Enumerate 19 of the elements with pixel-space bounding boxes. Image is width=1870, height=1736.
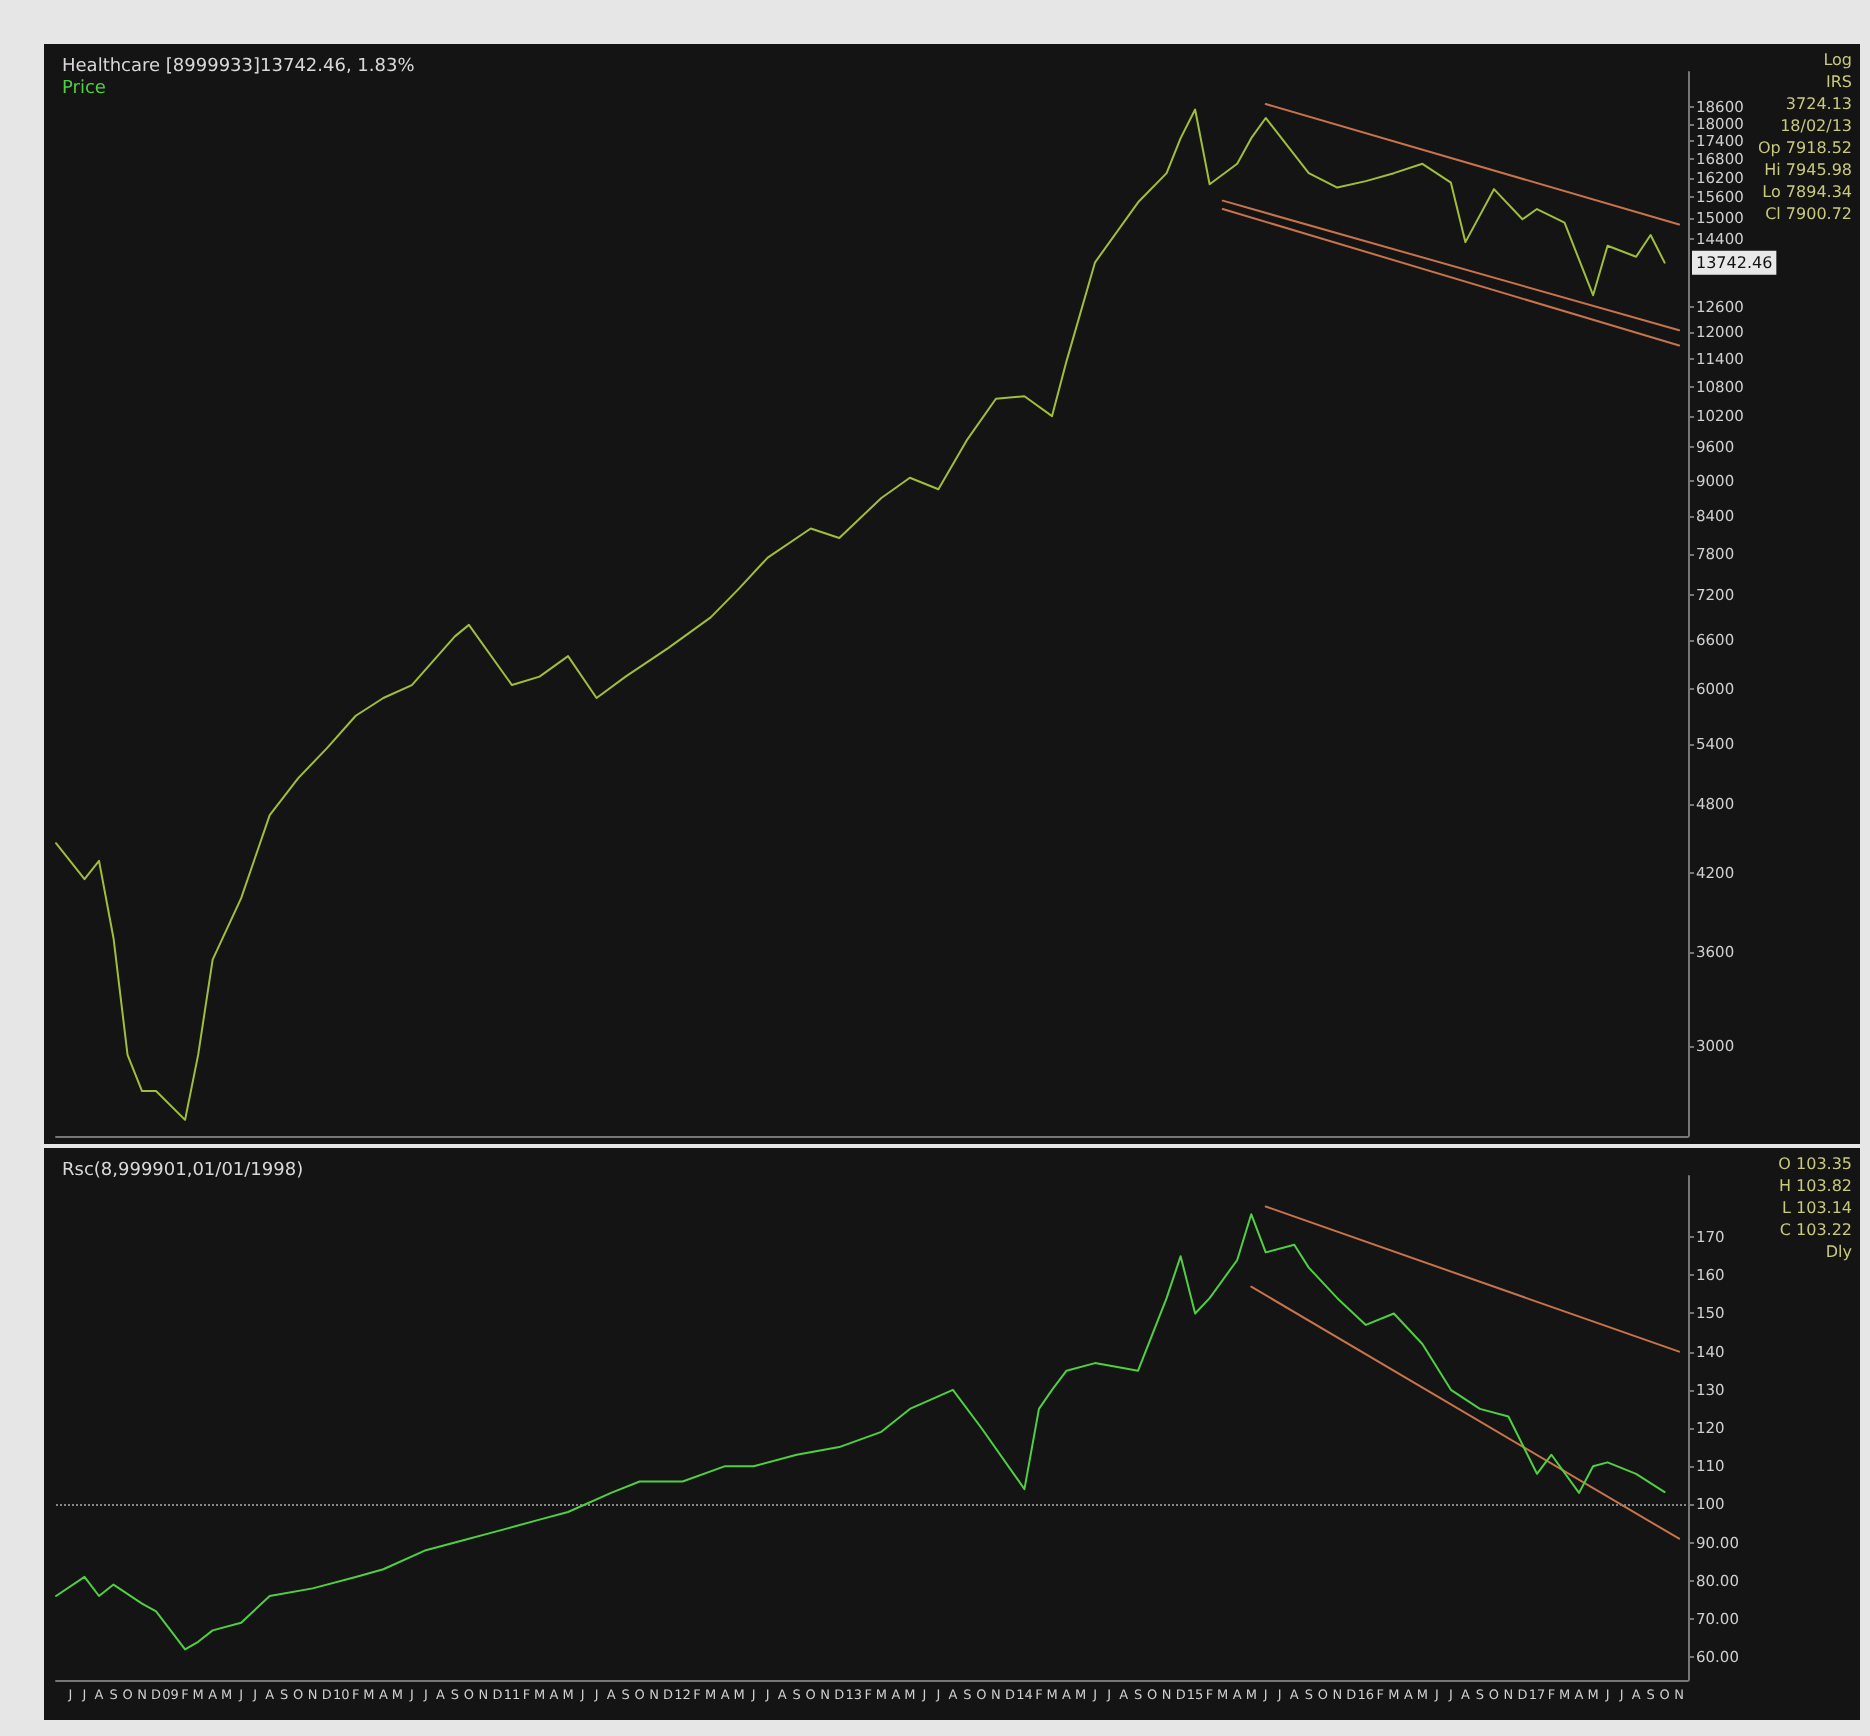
text: Hi 7945.98: [1764, 161, 1853, 179]
line-series: [55, 108, 1666, 1121]
text: Log: [1823, 51, 1853, 69]
text: 3724.13: [1785, 95, 1853, 113]
text: Lo 7894.34: [1762, 183, 1853, 201]
line-series: [55, 1213, 1666, 1651]
text: H 103.82: [1778, 1177, 1853, 1195]
text: IRS: [1826, 73, 1853, 91]
text: Dly: [1825, 1243, 1853, 1261]
chart-subtitle: Price: [62, 79, 107, 99]
text: O 103.35: [1778, 1155, 1853, 1173]
text: Op 7918.52: [1758, 139, 1852, 157]
chart-title: Healthcare [8999933]13742.46, 1.83%: [62, 57, 416, 77]
annotation: 13742.46: [1696, 253, 1773, 272]
text: 18/02/13: [1780, 117, 1853, 135]
chart-title: Rsc(8,999901,01/01/1998): [62, 1161, 304, 1181]
text: L 103.14: [1782, 1199, 1853, 1217]
text: C 103.22: [1779, 1221, 1853, 1239]
text: Cl 7900.72: [1765, 205, 1853, 223]
